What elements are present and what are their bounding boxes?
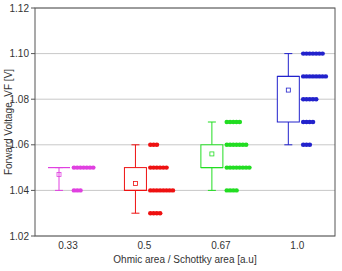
mean-marker (286, 88, 290, 92)
grid-line (35, 144, 335, 145)
plot-frame (35, 8, 335, 236)
mean-marker (57, 172, 61, 176)
median-line (48, 167, 70, 168)
whisker-cap-min (284, 144, 292, 145)
data-point (234, 188, 239, 192)
data-point (307, 143, 312, 147)
whisker-cap-max (284, 53, 292, 54)
whisker-upper (211, 122, 212, 145)
y-tick-label: 1.10 (10, 48, 30, 59)
median-line (277, 76, 299, 77)
x-tick-label: 0.67 (211, 240, 231, 251)
data-point (314, 97, 319, 101)
y-tick (31, 190, 35, 191)
data-point (323, 74, 328, 78)
y-tick (31, 53, 35, 54)
whisker-lower (288, 122, 289, 145)
box (124, 168, 146, 191)
data-point (311, 120, 316, 124)
whisker-cap-min (208, 190, 216, 191)
box (277, 76, 299, 122)
data-point (320, 51, 325, 55)
whisker-lower (59, 168, 60, 191)
data-point (78, 188, 83, 192)
y-tick (31, 8, 35, 9)
data-point (237, 120, 242, 124)
y-tick (31, 99, 35, 100)
mean-marker (210, 152, 214, 156)
x-tick-label: 1.0 (290, 240, 304, 251)
median-line (124, 190, 146, 191)
data-point (158, 211, 163, 215)
y-tick (31, 236, 35, 237)
data-point (247, 165, 252, 169)
mean-marker (133, 182, 137, 186)
data-point (91, 165, 96, 169)
data-point (170, 188, 175, 192)
median-line (201, 167, 223, 168)
box (201, 145, 223, 168)
data-point (154, 143, 159, 147)
whisker-upper (288, 54, 289, 77)
y-tick-label: 1.04 (10, 185, 30, 196)
whisker-cap-min (131, 213, 139, 214)
y-tick-label: 1.12 (10, 3, 30, 14)
whisker-lower (211, 168, 212, 191)
data-point (244, 143, 249, 147)
plot-marks (48, 51, 328, 215)
y-tick-label: 1.02 (10, 231, 30, 242)
grid-line (35, 53, 335, 54)
box (48, 167, 70, 168)
y-axis-label: Forward Voltage, VF [V] (3, 69, 14, 175)
x-tick-label: 0.5 (137, 240, 151, 251)
x-tick-label: 0.33 (58, 240, 78, 251)
whisker-cap-max (131, 144, 139, 145)
whisker-upper (135, 145, 136, 168)
whisker-cap-min (55, 190, 63, 191)
whisker-lower (135, 190, 136, 213)
data-point (164, 165, 169, 169)
y-tick (31, 144, 35, 145)
chart: 1.021.041.061.081.101.120.330.50.671.0Oh… (0, 0, 342, 271)
whisker-cap-max (208, 122, 216, 123)
x-axis-label: Ohmic area / Schottky area [a.u] (113, 254, 257, 265)
